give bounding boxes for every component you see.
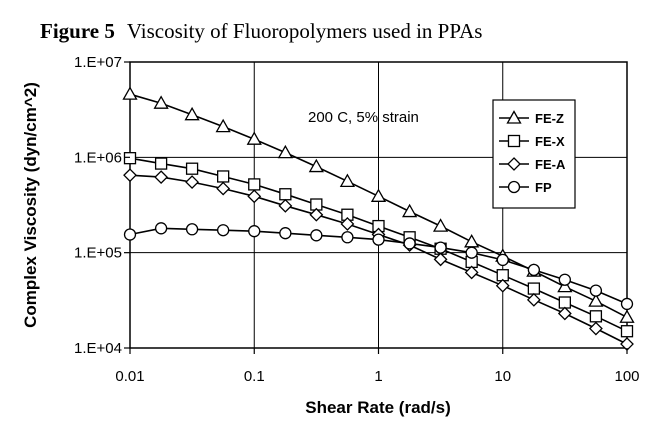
x-tick-label: 1 xyxy=(374,368,382,385)
data-point-fp xyxy=(123,228,137,241)
x-axis-label: Shear Rate (rad/s) xyxy=(305,398,451,417)
figure-number: Figure 5 xyxy=(40,19,115,43)
x-tick-label: 0.01 xyxy=(115,368,144,385)
data-point-fp xyxy=(527,263,541,277)
data-point-fp xyxy=(217,224,230,237)
data-point-fe-z xyxy=(339,173,356,187)
series-layer xyxy=(122,86,635,351)
data-point-fp xyxy=(496,253,509,267)
data-point-fe-a xyxy=(185,175,200,190)
data-point-fe-x xyxy=(527,282,541,295)
y-tick-label: 1.E+05 xyxy=(74,245,122,262)
legend-marker-fe-z xyxy=(506,110,522,124)
x-tick-label: 10 xyxy=(494,368,511,385)
data-point-fe-a xyxy=(340,217,355,231)
y-tick-label: 1.E+07 xyxy=(74,54,122,71)
data-point-fe-x xyxy=(248,178,261,191)
data-point-fp xyxy=(589,284,603,297)
data-point-fe-z xyxy=(588,293,604,307)
legend-entry-fe-z: FE-Z xyxy=(499,110,564,126)
data-point-fp xyxy=(403,237,416,250)
data-point-fe-a xyxy=(464,265,479,280)
data-point-fp xyxy=(341,231,354,244)
legend: FE-Z FE-X FE-A FP xyxy=(492,99,576,209)
data-point-fe-a xyxy=(526,292,541,307)
data-point-fe-z xyxy=(308,158,324,173)
legend-marker-fe-x xyxy=(507,134,521,148)
data-point-fe-a xyxy=(154,170,169,185)
data-point-fe-a xyxy=(588,321,603,336)
legend-entry-fp: FP xyxy=(499,180,552,195)
series-fe-z xyxy=(122,86,635,323)
y-tick-label: 1.E+04 xyxy=(74,340,122,357)
legend-marker-fp xyxy=(507,180,521,194)
figure-caption: Viscosity of Fluoropolymers used in PPAs xyxy=(127,19,483,43)
data-point-fe-a xyxy=(278,198,293,213)
y-tick-label: 1.E+06 xyxy=(74,149,122,166)
chart-title: Figure 5 Viscosity of Fluoropolymers use… xyxy=(40,19,482,43)
data-point-fe-a xyxy=(123,168,137,183)
legend-entry-fe-x: FE-X xyxy=(499,134,565,149)
data-point-fp xyxy=(372,233,385,246)
legend-label-fe-z: FE-Z xyxy=(535,111,564,126)
legend-entry-fe-a: FE-A xyxy=(499,157,566,172)
data-point-fp xyxy=(558,273,571,286)
data-point-fe-a xyxy=(433,252,448,267)
data-point-fe-z xyxy=(277,144,293,159)
data-point-fe-z xyxy=(432,218,449,232)
legend-marker-fe-a xyxy=(507,157,521,171)
data-point-fe-x xyxy=(154,157,168,170)
x-tick-label: 100 xyxy=(614,368,639,385)
data-point-fe-z xyxy=(557,278,573,293)
data-point-fe-a xyxy=(216,181,231,196)
data-point-fe-z xyxy=(619,309,635,323)
data-point-fe-a xyxy=(557,306,572,321)
data-point-fe-z xyxy=(122,86,138,100)
legend-label-fe-a: FE-A xyxy=(535,157,566,172)
legend-label-fp: FP xyxy=(535,180,552,195)
data-point-fe-z xyxy=(370,188,387,202)
annotation-text: 200 C, 5% strain xyxy=(308,109,419,126)
data-point-fe-z xyxy=(215,118,231,133)
data-point-fe-x xyxy=(589,310,603,323)
data-point-fe-x xyxy=(217,170,230,183)
data-point-fe-z xyxy=(153,95,169,109)
data-point-fp xyxy=(434,241,447,254)
data-point-fe-x xyxy=(558,296,571,309)
series-fp xyxy=(123,222,634,311)
y-axis-label: Complex Viscosity (dyn/cm^2) xyxy=(21,82,40,328)
data-point-fe-x xyxy=(123,152,137,165)
data-point-fe-x xyxy=(620,325,634,338)
data-point-fe-z xyxy=(402,203,418,218)
data-point-fp xyxy=(248,225,261,238)
data-point-fe-a xyxy=(495,278,510,293)
data-point-fe-z xyxy=(464,233,480,248)
legend-label-fe-x: FE-X xyxy=(535,134,565,149)
data-point-fe-x xyxy=(185,162,199,175)
data-point-fe-z xyxy=(246,131,262,145)
x-tick-label: 0.1 xyxy=(244,368,265,385)
data-point-fe-a xyxy=(247,189,262,204)
data-point-fe-a xyxy=(309,207,324,222)
data-point-fp xyxy=(465,246,478,259)
ticks: 0.01 0.1 1 10 100 1.E+04 1.E+05 1.E+06 1.E+07 xyxy=(74,54,639,385)
data-point-fp xyxy=(154,222,168,235)
data-point-fe-x xyxy=(279,188,292,201)
data-point-fe-z xyxy=(184,106,200,121)
data-point-fp xyxy=(279,227,292,240)
data-point-fp xyxy=(620,297,634,311)
data-point-fp xyxy=(310,229,323,242)
data-point-fp xyxy=(185,223,199,236)
